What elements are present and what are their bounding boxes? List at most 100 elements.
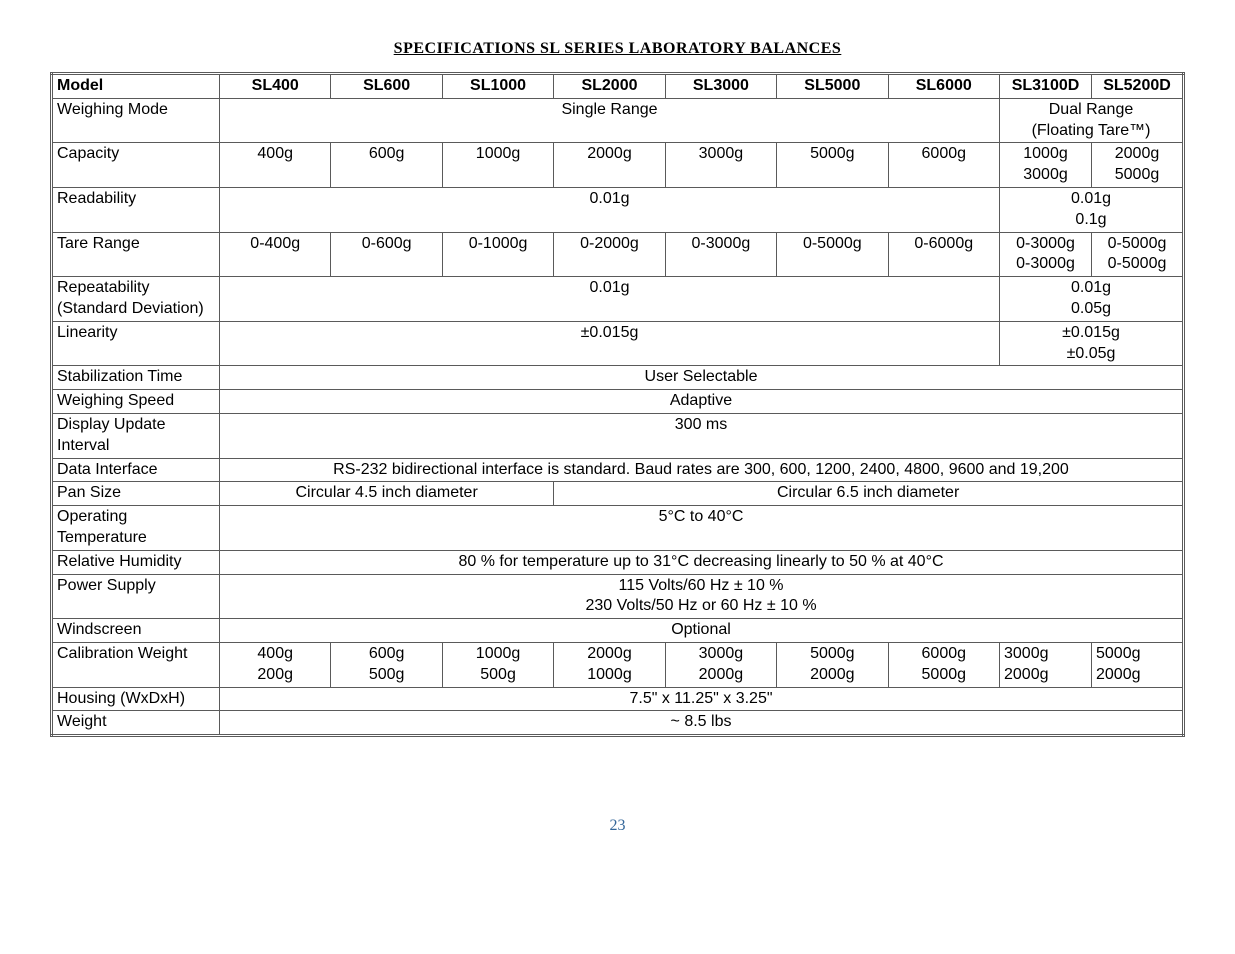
label-relative-humidity: Relative Humidity [52,550,220,574]
cal-r2-8: 2000g [1096,666,1141,683]
capacity-4: 3000g [665,143,776,188]
label-readability: Readability [52,187,220,232]
cal-r1-2: 1000g [476,645,521,662]
capacity-0: 400g [220,143,331,188]
label-operating-temp: Operating Temperature [52,506,220,551]
row-power-supply: Power Supply 115 Volts/60 Hz ± 10 % 230 … [52,574,1184,619]
cal-r2-3: 1000g [587,666,632,683]
tare-db0: 0-5000g [1108,235,1167,252]
tare-5: 0-5000g [777,232,888,277]
tare-dual-a: 0-3000g 0-3000g [1000,232,1092,277]
label-calibration-weight: Calibration Weight [52,642,220,687]
model-3: SL2000 [554,74,665,99]
tare-6: 0-6000g [888,232,999,277]
stabilization-time-value: User Selectable [220,366,1184,390]
row-windscreen: Windscreen Optional [52,619,1184,643]
cal-2: 1000g 500g [442,642,553,687]
label-stabilization-time: Stabilization Time [52,366,220,390]
model-5: SL5000 [777,74,888,99]
cal-r2-0: 200g [257,666,293,683]
capacity-5: 5000g [777,143,888,188]
cal-3: 2000g1000g [554,642,665,687]
cal-r2-1: 500g [369,666,405,683]
row-weighing-mode: Weighing Mode Single Range Dual Range (F… [52,98,1184,143]
weighing-speed-value: Adaptive [220,390,1184,414]
capacity-3: 2000g [554,143,665,188]
row-housing: Housing (WxDxH) 7.5" x 11.25" x 3.25" [52,687,1184,711]
read-d2: 0.1g [1075,211,1106,228]
row-weight: Weight ~ 8.5 lbs [52,711,1184,736]
tare-0: 0-400g [220,232,331,277]
model-2: SL1000 [442,74,553,99]
label-display-update: Display Update Interval [52,413,220,458]
cal-r1-1: 600g [369,645,405,662]
model-6: SL6000 [888,74,999,99]
power-supply-value: 115 Volts/60 Hz ± 10 % 230 Volts/50 Hz o… [220,574,1184,619]
tare-da1: 0-3000g [1016,255,1075,272]
cap-db0: 2000g [1115,145,1160,162]
weighing-mode-single: Single Range [220,98,1000,143]
label-model: Model [52,74,220,99]
weight-value: ~ 8.5 lbs [220,711,1184,736]
cal-r1-6: 6000g [922,645,967,662]
model-7: SL3100D [1000,74,1092,99]
rep-d1: 0.01g [1071,279,1111,296]
row-data-interface: Data Interface RS-232 bidirectional inte… [52,458,1184,482]
rep-d2: 0.05g [1071,300,1111,317]
cal-5: 5000g2000g [777,642,888,687]
model-4: SL3000 [665,74,776,99]
windscreen-value: Optional [220,619,1184,643]
linearity-single: ±0.015g [220,321,1000,366]
cap-da1: 3000g [1023,166,1068,183]
row-tare-range: Tare Range 0-400g 0-600g 0-1000g 0-2000g… [52,232,1184,277]
model-8: SL5200D [1092,74,1184,99]
weighing-mode-dual-l2: (Floating Tare™) [1032,122,1151,139]
cal-r1-0: 400g [257,645,293,662]
row-linearity: Linearity ±0.015g ±0.015g ±0.05g [52,321,1184,366]
cal-7: 3000g2000g [1000,642,1092,687]
readability-dual: 0.01g 0.1g [1000,187,1184,232]
row-operating-temp: Operating Temperature 5°C to 40°C [52,506,1184,551]
tare-2: 0-1000g [442,232,553,277]
ps-l1: 115 Volts/60 Hz ± 10 % [618,577,783,594]
repeatability-dual: 0.01g 0.05g [1000,277,1184,322]
relative-humidity-value: 80 % for temperature up to 31°C decreasi… [220,550,1184,574]
label-repeatability: Repeatability (Standard Deviation) [52,277,220,322]
lin-d2: ±0.05g [1067,345,1116,362]
row-calibration-weight: Calibration Weight 400g 200g 600g 500g 100… [52,642,1184,687]
cal-r2-6: 5000g [922,666,967,683]
row-readability: Readability 0.01g 0.01g 0.1g [52,187,1184,232]
model-0: SL400 [220,74,331,99]
cal-r1-8: 5000g [1096,645,1141,662]
cap-db1: 5000g [1115,166,1160,183]
cal-8: 5000g 2000g [1092,642,1184,687]
cal-r2-2: 500g [480,666,516,683]
label-weight: Weight [52,711,220,736]
page-title: SPECIFICATIONS SL SERIES LABORATORY BALA… [50,40,1185,58]
label-weighing-speed: Weighing Speed [52,390,220,414]
label-power-supply: Power Supply [52,574,220,619]
label-weighing-mode: Weighing Mode [52,98,220,143]
label-capacity: Capacity [52,143,220,188]
label-housing: Housing (WxDxH) [52,687,220,711]
tare-da0: 0-3000g [1016,235,1075,252]
label-pan-size: Pan Size [52,482,220,506]
capacity-dual-b: 2000g 5000g [1092,143,1184,188]
cal-r1-4: 3000g [699,645,744,662]
row-display-update: Display Update Interval 300 ms [52,413,1184,458]
housing-value: 7.5" x 11.25" x 3.25" [220,687,1184,711]
ps-l2: 230 Volts/50 Hz or 60 Hz ± 10 % [585,597,816,614]
repeatability-single: 0.01g [220,277,1000,322]
row-repeatability: Repeatability (Standard Deviation) 0.01g… [52,277,1184,322]
row-pan-size: Pan Size Circular 4.5 inch diameter Circ… [52,482,1184,506]
cal-0: 400g 200g [220,642,331,687]
cal-6: 6000g 5000g [888,642,999,687]
row-stabilization-time: Stabilization Time User Selectable [52,366,1184,390]
cal-r1-5: 5000g [810,645,855,662]
capacity-2: 1000g [442,143,553,188]
row-relative-humidity: Relative Humidity 80 % for temperature u… [52,550,1184,574]
cal-1: 600g 500g [331,642,442,687]
page-number: 23 [50,817,1185,835]
display-update-value: 300 ms [220,413,1184,458]
pan-size-large: Circular 6.5 inch diameter [554,482,1184,506]
